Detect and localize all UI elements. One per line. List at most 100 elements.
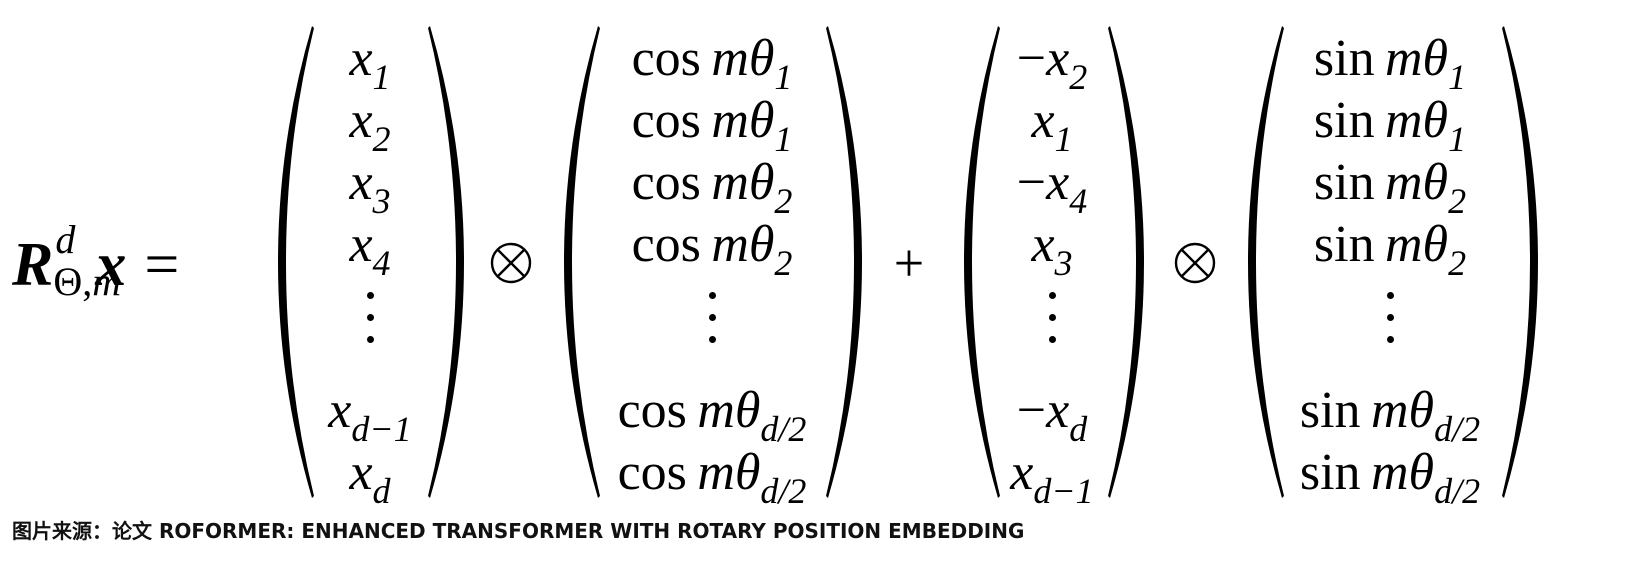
vec-rot-subscript: d−1 (1033, 471, 1093, 511)
equals-sign: = (144, 231, 180, 299)
vec-x-subscript-text: 4 (372, 243, 391, 283)
vec-x-base: x (349, 216, 373, 273)
input-vector-symbol: x (95, 231, 127, 299)
rotation-matrix-subscript: Θ,m (53, 262, 121, 302)
vec-sin-argument: mθ (1370, 444, 1435, 501)
vec-cos-function: cos (617, 444, 687, 501)
vec-x-entry: x4 (300, 214, 440, 281)
vdots-dot (1049, 336, 1056, 343)
subscript-m: m (92, 259, 122, 304)
vec-cos-subscript-text: d/2 (760, 409, 807, 449)
vec-x-entry: x2 (300, 90, 440, 157)
otimes-operator-2: ⊗ (1170, 232, 1220, 294)
vec-rot-base: x (1031, 216, 1055, 273)
vec-x-base: x (349, 444, 373, 501)
vec-rot-entry: x1 (984, 90, 1120, 157)
vec-sin-left-paren (1246, 22, 1286, 502)
vec-cos-subscript-text: d/2 (760, 471, 807, 511)
vec-sin-function: sin (1299, 382, 1361, 439)
vec-sin-function: sin (1313, 92, 1375, 149)
vec-cos-subscript: 1 (774, 57, 792, 97)
vec-cos-entry: cos mθ2 (584, 214, 840, 281)
vec-sin-entry: sin mθ2 (1268, 214, 1512, 281)
vec-cos-entry: cos mθd/2 (584, 380, 840, 447)
vec-rot-subscript: 3 (1055, 243, 1073, 283)
vec-x-entry: x1 (300, 28, 440, 95)
vec-rot-subscript-text: d−1 (1033, 471, 1094, 511)
vdots-dot (367, 336, 374, 343)
vec-rot-vdots (984, 284, 1120, 354)
vec-cos-vdots (584, 284, 840, 354)
vec-sin-subscript: d/2 (1434, 471, 1480, 511)
vec-sin-subscript: 2 (1448, 243, 1466, 283)
vec-rot-base: x (1010, 444, 1034, 501)
vec-cos-subscript-text: 1 (774, 57, 793, 97)
vec-cos-subscript-text: 2 (774, 243, 793, 283)
vdots-dot (1049, 314, 1056, 321)
vec-cos-function: cos (617, 382, 687, 439)
vec-sin-subscript-text: 2 (1448, 181, 1467, 221)
vec-sin-subscript: 1 (1448, 57, 1466, 97)
vec-x-right-paren (426, 22, 466, 502)
vec-cos-subscript: 2 (774, 243, 792, 283)
vec-rot-subscript-text: 2 (1069, 57, 1088, 97)
vdots-dot (1387, 292, 1394, 299)
vec-x-subscript-text: 2 (372, 119, 391, 159)
vec-rot-sign: − (1016, 30, 1047, 87)
vdots-dot (367, 292, 374, 299)
vec-cos-argument: mθ (697, 382, 761, 439)
rotation-matrix-symbol: R (12, 231, 54, 299)
vec-sin-vdots (1268, 284, 1512, 354)
vec-cos-entry: cos mθd/2 (584, 442, 840, 509)
vec-rot-base: x (1031, 92, 1055, 149)
vec-x-base: x (349, 92, 373, 149)
vec-x-column: x1 x2 x3 x4 xd−1 xd (300, 28, 440, 509)
vec-rot-right-paren (1106, 22, 1146, 502)
vec-rot-column: −x2 x1 −x4 x3 −xd xd−1 (984, 28, 1120, 509)
vec-sin-entry: sin mθ1 (1268, 90, 1512, 157)
vec-x-subscript: d−1 (351, 409, 411, 449)
vec-rot-left-paren (962, 22, 1002, 502)
vec-sin-entry: sin mθ2 (1268, 152, 1512, 219)
vdots-dot (709, 314, 716, 321)
vec-x-entry: x3 (300, 152, 440, 219)
vec-cos-right-paren (824, 22, 864, 502)
vec-rot-subscript-text: 1 (1054, 119, 1073, 159)
vec-rot-base: x (1046, 30, 1070, 87)
vec-sin-function: sin (1299, 444, 1361, 501)
vec-sin-entry: sin mθ1 (1268, 28, 1512, 95)
vec-rot-subscript: 1 (1055, 119, 1073, 159)
vec-rot-entry: xd−1 (984, 442, 1120, 509)
vec-rot-subscript: d (1069, 409, 1087, 449)
vec-cos-entry: cos mθ1 (584, 90, 840, 157)
vec-sin-subscript: 2 (1448, 181, 1466, 221)
vec-rot-base: x (1046, 154, 1070, 211)
vdots-dot (709, 292, 716, 299)
vec-x-vdots (300, 284, 440, 354)
rotation-matrix-scripts: d Θ,m (53, 220, 153, 316)
vdots-dot (1049, 292, 1056, 299)
vec-rot-subscript-text: 3 (1054, 243, 1073, 283)
vec-cos-entry: cos mθ2 (584, 152, 840, 219)
vec-rot-entry: −x2 (984, 28, 1120, 95)
vec-rot-subscript-text: d (1069, 409, 1088, 449)
vec-cos-function: cos (631, 154, 701, 211)
vec-cos-argument: mθ (697, 444, 761, 501)
vec-cos-subscript: d/2 (760, 471, 806, 511)
vec-x-subscript: d (373, 471, 391, 511)
vec-cos-function: cos (631, 216, 701, 273)
vec-sin-subscript-text: d/2 (1434, 409, 1481, 449)
vec-x-base: x (328, 382, 352, 439)
vec-rot-subscript: 2 (1069, 57, 1087, 97)
vec-x-subscript: 1 (373, 57, 391, 97)
figure-caption: 图片来源：论文 ROFORMER: ENHANCED TRANSFORMER W… (12, 519, 1025, 543)
vec-cos-subscript: 2 (774, 181, 792, 221)
vec-rot-entry: x3 (984, 214, 1120, 281)
vec-rot-sign: − (1016, 154, 1047, 211)
vec-sin-right-paren (1500, 22, 1540, 502)
vec-rot-subscript-text: 4 (1069, 181, 1088, 221)
vec-x-subscript-text: d−1 (351, 409, 412, 449)
vec-x-base: x (349, 30, 373, 87)
vec-x-subscript: 2 (373, 119, 391, 159)
